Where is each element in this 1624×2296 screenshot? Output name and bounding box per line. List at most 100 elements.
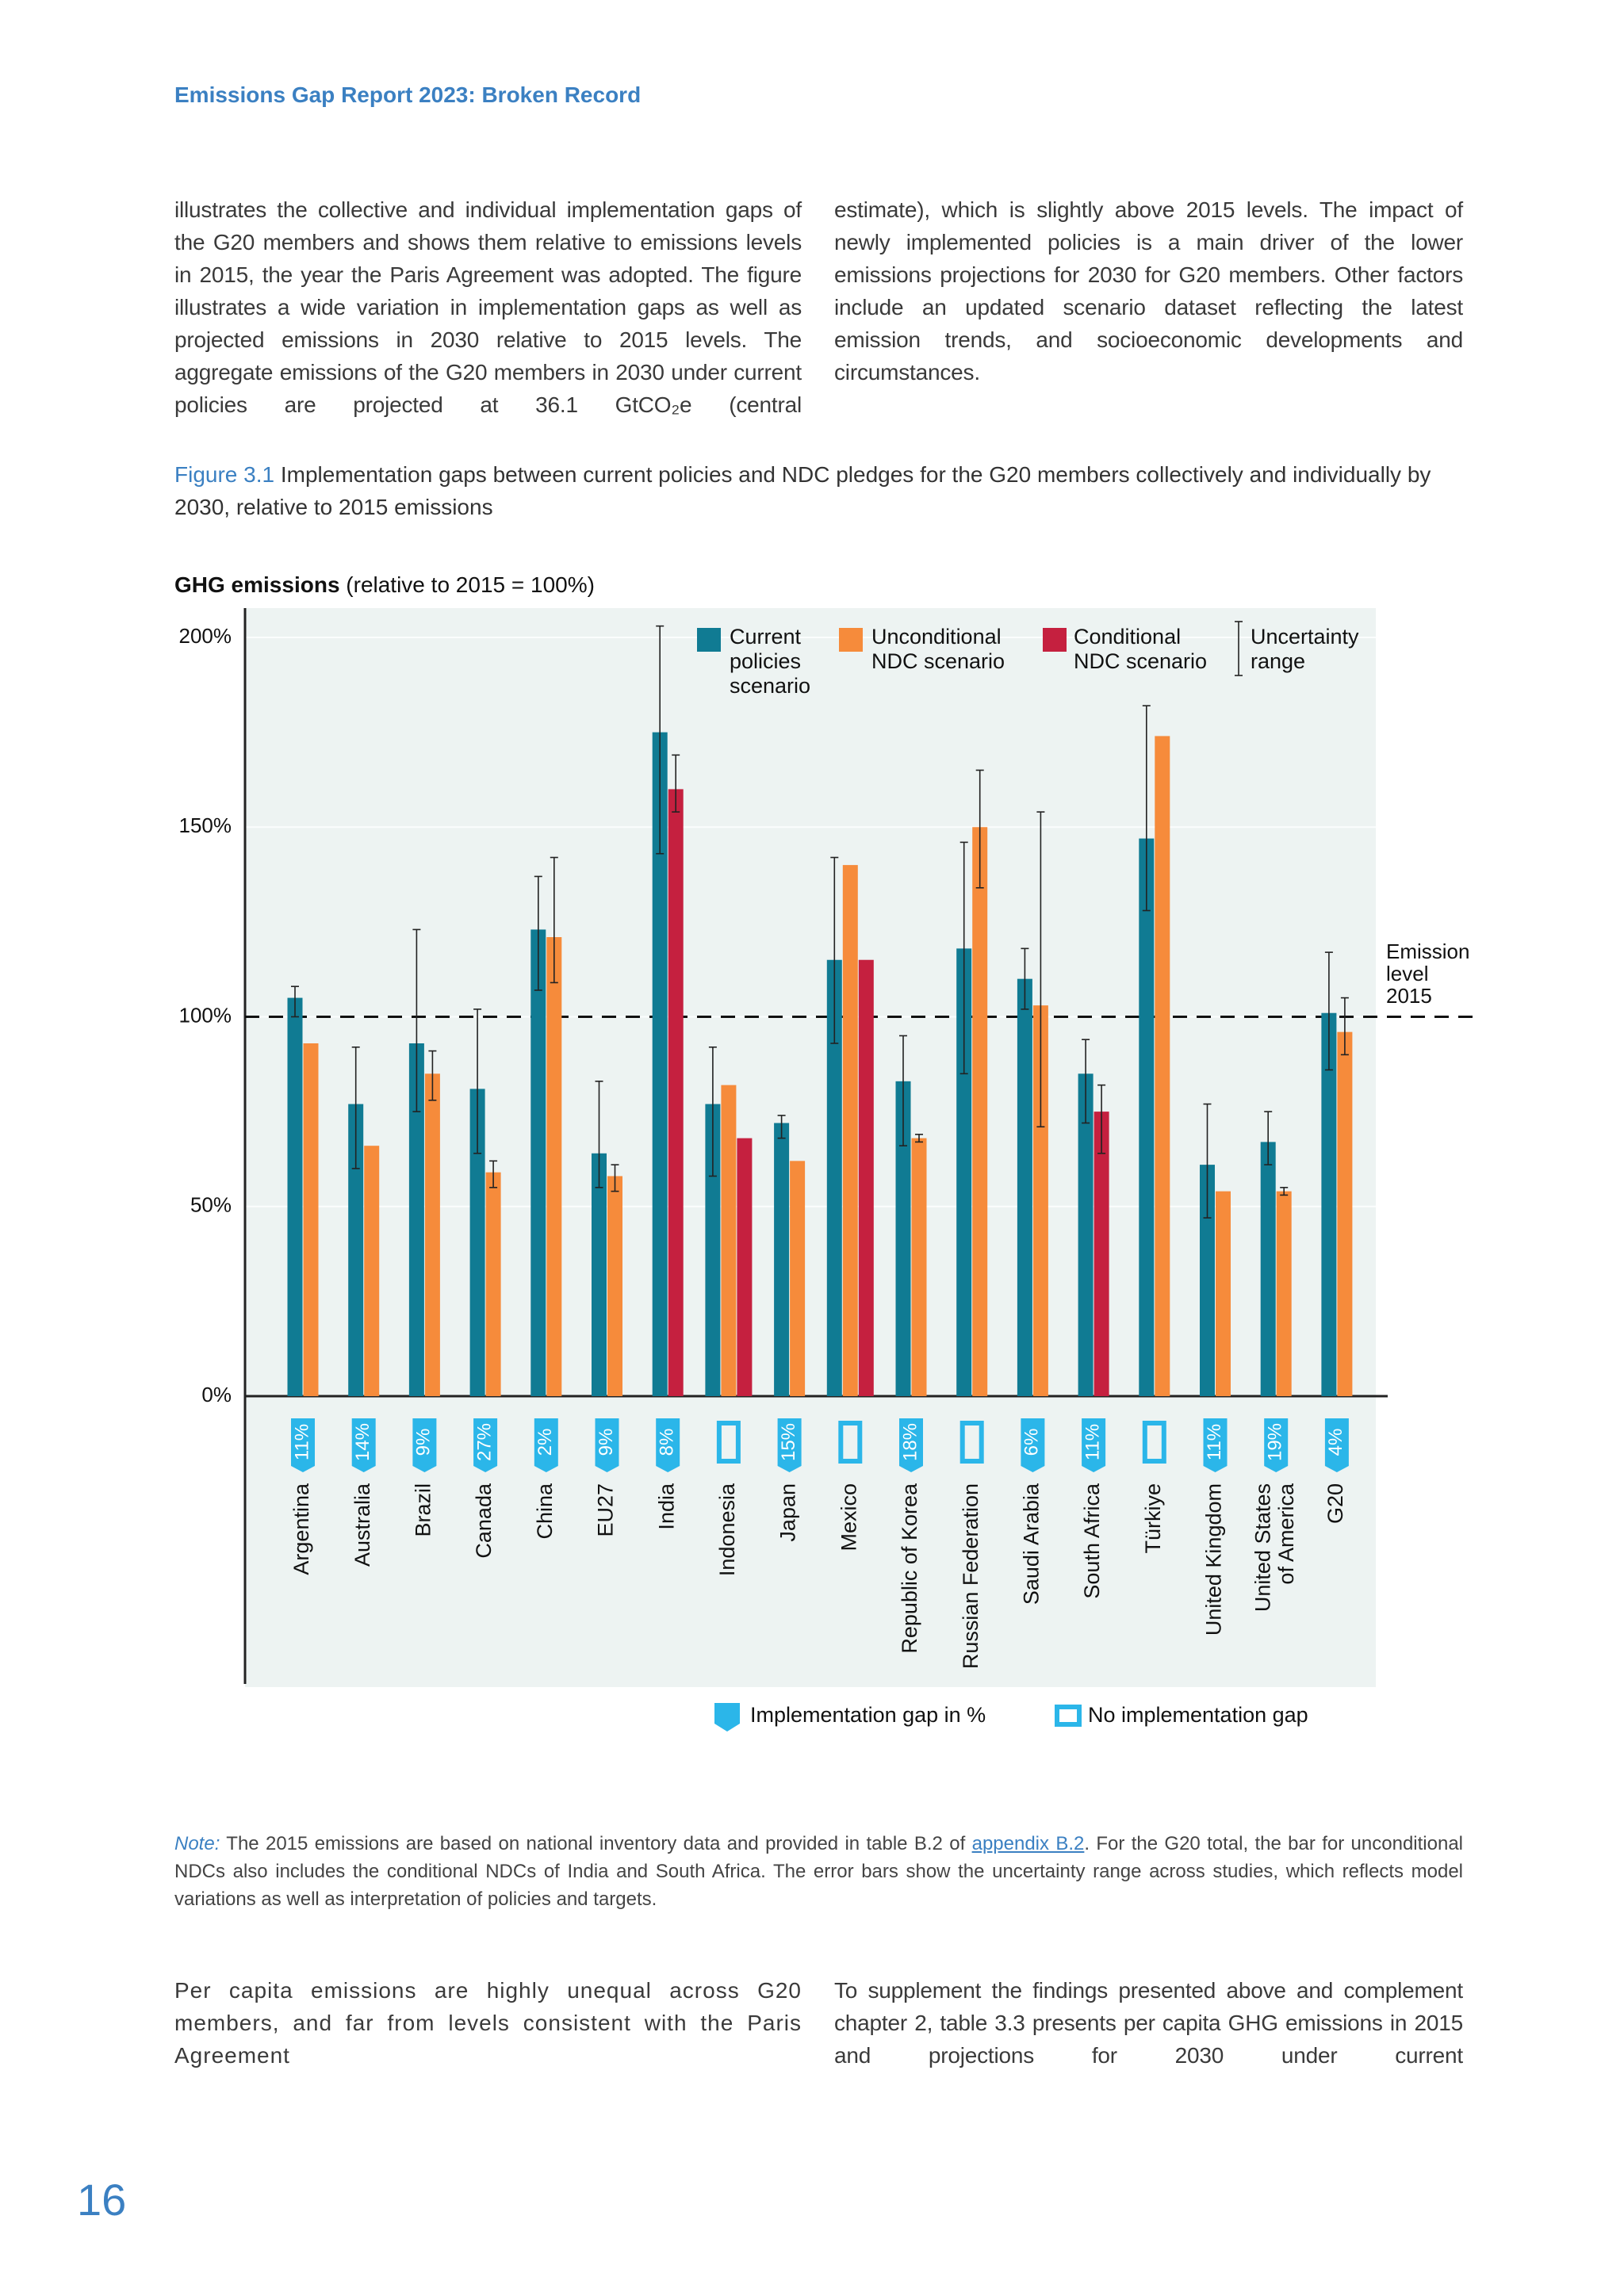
bar xyxy=(790,1161,806,1396)
gap-legend-label: Implementation gap in % xyxy=(750,1703,986,1727)
bar xyxy=(424,1073,440,1396)
bar xyxy=(1260,1142,1276,1396)
x-tick-label: G20 xyxy=(1323,1483,1347,1524)
gap-label: 11% xyxy=(291,1424,312,1460)
legend-swatch xyxy=(1043,628,1067,652)
bar xyxy=(303,1043,319,1396)
x-tick-label: United Kingdom xyxy=(1202,1483,1226,1636)
note-link[interactable]: appendix B.2 xyxy=(971,1833,1085,1854)
legend-swatch xyxy=(697,628,721,652)
gap-badge xyxy=(473,1418,498,1472)
note: Note: The 2015 emissions are based on na… xyxy=(174,1830,1463,1913)
no-gap-badge xyxy=(1142,1421,1166,1464)
note-label: Note: xyxy=(174,1833,220,1854)
bar xyxy=(705,1104,721,1396)
bar xyxy=(530,929,546,1396)
x-tick-label: China xyxy=(533,1483,557,1540)
gap-label: 8% xyxy=(657,1429,678,1456)
gap-badge xyxy=(1082,1418,1106,1472)
gap-badge xyxy=(1021,1418,1045,1472)
x-tick-label: Indonesia xyxy=(715,1483,739,1576)
x-tick-label: Saudi Arabia xyxy=(1020,1483,1044,1605)
bar xyxy=(469,1089,485,1396)
bar xyxy=(1032,1005,1048,1396)
figure-number: Figure 3.1 xyxy=(174,462,275,487)
bar xyxy=(972,827,988,1396)
bar xyxy=(485,1172,501,1396)
note-text: . For the G20 total, the bar for uncondi… xyxy=(174,1833,1463,1910)
legend-label: Uncertainty range xyxy=(1251,625,1359,673)
bar xyxy=(858,959,874,1396)
bar xyxy=(592,1153,607,1396)
bar xyxy=(364,1146,380,1396)
bar xyxy=(1078,1073,1094,1396)
bar xyxy=(1094,1112,1109,1396)
bar xyxy=(1321,1012,1337,1396)
x-tick-label: Republic of Korea xyxy=(898,1483,921,1654)
gap-label: 2% xyxy=(534,1429,556,1456)
gap-badge xyxy=(291,1418,315,1472)
x-tick-label: Australia xyxy=(350,1483,374,1567)
gap-label: 11% xyxy=(1204,1424,1225,1460)
bar xyxy=(774,1123,790,1396)
gap-badge xyxy=(351,1418,376,1472)
legend-label: Current policies scenario xyxy=(730,625,811,698)
paragraph: illustrates the collective and individua… xyxy=(174,197,802,417)
axis-title-text: (relative to 2015 = 100%) xyxy=(346,572,595,597)
bar xyxy=(826,959,842,1396)
axis-title-bold: GHG emissions xyxy=(174,572,340,597)
x-tick-label: Türkiye xyxy=(1141,1483,1165,1554)
y-tick-label: 150% xyxy=(179,813,232,837)
x-tick-label: Argentina xyxy=(289,1483,313,1575)
paragraph: To supplement the findings presented abo… xyxy=(834,1978,1463,2068)
bar xyxy=(1276,1191,1292,1396)
gap-label: 27% xyxy=(473,1423,495,1461)
x-tick-label: Japan xyxy=(776,1483,800,1542)
x-tick-label: Brazil xyxy=(412,1483,435,1537)
gap-label: 15% xyxy=(778,1423,799,1461)
page-number: 16 xyxy=(77,2175,127,2225)
bar xyxy=(607,1176,622,1396)
gap-badge xyxy=(595,1418,619,1472)
y-tick-label: 0% xyxy=(201,1383,232,1406)
x-tick-label: Mexico xyxy=(837,1483,860,1552)
y-tick-label: 100% xyxy=(179,1003,232,1027)
gap-label: 18% xyxy=(899,1423,921,1461)
gap-label: 19% xyxy=(1265,1423,1286,1461)
no-gap-badge xyxy=(959,1421,984,1464)
axis-title: GHG emissions (relative to 2015 = 100%) xyxy=(174,572,595,598)
bar xyxy=(1155,736,1170,1396)
bar xyxy=(348,1104,364,1396)
gap-badge xyxy=(412,1418,437,1472)
x-tick-label: EU27 xyxy=(594,1483,618,1537)
figure-caption: Figure 3.1 Implementation gaps between c… xyxy=(174,458,1463,523)
bar xyxy=(1216,1191,1231,1396)
x-tick-label: Canada xyxy=(472,1483,496,1559)
caption-text: Implementation gaps between current poli… xyxy=(174,462,1431,519)
bar xyxy=(652,732,668,1396)
gap-badge xyxy=(777,1418,802,1472)
gap-badge xyxy=(1264,1418,1289,1472)
bar xyxy=(1337,1031,1353,1396)
bar xyxy=(408,1043,424,1396)
gap-label: 6% xyxy=(1021,1429,1043,1456)
gap-label: 9% xyxy=(413,1429,435,1456)
reference-label: Emission level 2015 xyxy=(1386,939,1470,1008)
legend-label: Conditional NDC scenario xyxy=(1074,625,1208,673)
paragraph: Per capita emissions are highly unequal … xyxy=(174,1978,802,2068)
x-tick-label: India xyxy=(654,1483,678,1530)
y-tick-label: 200% xyxy=(179,624,232,648)
legend-swatch xyxy=(839,628,863,652)
x-tick-label: South Africa xyxy=(1080,1483,1104,1599)
x-tick-label: Russian Federation xyxy=(959,1483,982,1669)
bar xyxy=(1017,978,1032,1396)
bar xyxy=(956,948,972,1396)
x-tick-label: United Statesof America xyxy=(1251,1483,1298,1612)
gap-legend-label: No implementation gap xyxy=(1088,1703,1308,1727)
gap-label: 11% xyxy=(1082,1424,1103,1460)
bar xyxy=(546,937,562,1396)
bar xyxy=(1139,838,1155,1396)
bar xyxy=(842,865,858,1396)
